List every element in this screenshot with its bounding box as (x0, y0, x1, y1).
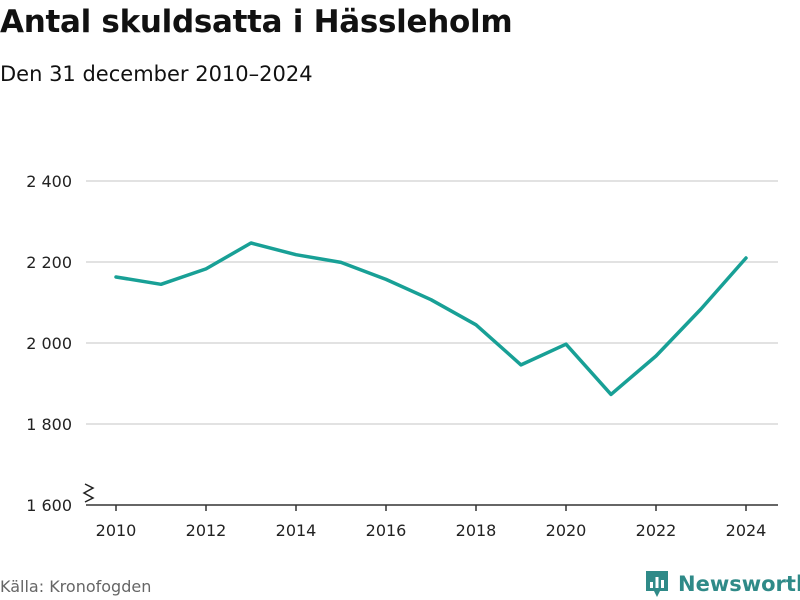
chart-subtitle: Den 31 december 2010–2024 (0, 62, 313, 86)
axis-break-icon (82, 483, 95, 503)
y-axis: 1 600 1 800 2 000 2 200 2 400 (26, 172, 72, 515)
x-tick-label: 2014 (276, 521, 317, 540)
y-tick-label: 1 600 (26, 496, 72, 515)
y-tick-label: 2 400 (26, 172, 72, 191)
newsworthy-logo-icon (646, 571, 668, 597)
y-tick-label: 2 000 (26, 334, 72, 353)
x-tick-label: 2010 (96, 521, 137, 540)
y-tick-label: 1 800 (26, 415, 72, 434)
x-axis: 2010 2012 2014 2016 2018 2020 2022 2024 (86, 504, 778, 540)
axis-break-zigzag (82, 483, 95, 503)
brand-logo: Newsworthy (644, 568, 800, 600)
y-tick-label: 2 200 (26, 253, 72, 272)
chart-title: Antal skuldsatta i Hässleholm (0, 4, 513, 40)
x-tick-label: 2020 (546, 521, 587, 540)
brand-name: Newsworthy (678, 572, 800, 596)
series-lines (114, 241, 748, 397)
x-tick-label: 2024 (726, 521, 767, 540)
x-tick-label: 2022 (636, 521, 677, 540)
series-line (114, 241, 748, 397)
grid-lines (86, 180, 778, 425)
x-tick-label: 2012 (186, 521, 227, 540)
x-tick-label: 2018 (456, 521, 497, 540)
x-tick-label: 2016 (366, 521, 407, 540)
source-note: Källa: Kronofogden (0, 577, 152, 596)
